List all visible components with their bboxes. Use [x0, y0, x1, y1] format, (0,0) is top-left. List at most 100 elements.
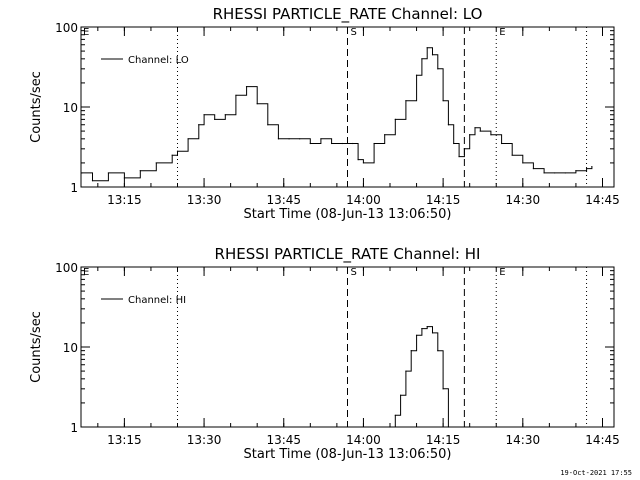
x-tick-label: 14:30	[506, 433, 541, 447]
x-tick-label: 14:00	[346, 193, 381, 207]
data-point	[245, 85, 248, 88]
data-point	[543, 172, 545, 174]
data-point	[469, 134, 471, 136]
data-point	[362, 162, 365, 164]
y-tick-label: 100	[55, 21, 78, 35]
data-point	[288, 138, 290, 140]
data-point	[81, 172, 83, 174]
data-point	[176, 150, 179, 152]
data-point	[187, 138, 189, 140]
data-point	[490, 134, 492, 136]
event-marker-label: S	[351, 27, 357, 38]
x-tick-label: 13:45	[266, 433, 301, 447]
data-point	[394, 118, 396, 120]
data-point	[320, 138, 322, 140]
data-point	[522, 162, 524, 164]
data-point	[256, 103, 258, 105]
data-point	[575, 170, 577, 172]
data-point	[442, 100, 444, 102]
data-point	[426, 325, 428, 328]
data-point	[139, 170, 141, 172]
data-point	[532, 167, 535, 170]
x-tick-label: 14:45	[585, 193, 620, 207]
chart-title: RHESSI PARTICLE_RATE Channel: LO	[213, 5, 483, 24]
data-point	[235, 94, 237, 96]
x-axis-label: Start Time (08-Jun-13 13:06:50)	[244, 207, 452, 222]
data-point	[564, 172, 566, 174]
data-point	[389, 426, 391, 428]
data-point	[198, 124, 200, 126]
data-point	[357, 159, 359, 161]
data-point	[431, 54, 434, 56]
data-point	[458, 155, 460, 158]
data-point	[463, 148, 465, 150]
x-tick-label: 14:00	[346, 433, 381, 447]
data-point	[405, 370, 407, 372]
data-point	[554, 172, 556, 174]
data-point	[400, 394, 402, 396]
y-tick-label: 1	[70, 181, 78, 195]
y-axis-label: Counts/sec	[29, 71, 44, 143]
event-marker-label: S	[351, 267, 357, 278]
data-point	[421, 58, 423, 60]
data-point	[309, 142, 311, 145]
data-point	[405, 100, 407, 102]
event-marker-label: E	[499, 27, 505, 38]
data-point	[410, 350, 412, 352]
corner-label: E	[83, 27, 89, 38]
series-line	[390, 326, 449, 428]
data-point	[474, 127, 476, 129]
plot-timestamp: 19-Oct-2021 17:55	[560, 469, 632, 477]
chart-panel-2: RHESSI PARTICLE_RATE Channel: HI 1 10 100 13…	[29, 245, 620, 462]
data-point	[224, 114, 226, 116]
data-point	[394, 414, 396, 416]
data-point	[426, 47, 428, 49]
data-point	[442, 388, 444, 390]
data-point	[214, 118, 216, 120]
data-point	[447, 426, 450, 428]
data-point	[155, 162, 157, 164]
x-tick-label: 13:30	[187, 193, 222, 207]
event-marker-label: E	[499, 267, 505, 278]
y-tick-label: 10	[63, 101, 78, 115]
data-point	[421, 327, 423, 330]
chart-title: RHESSI PARTICLE_RATE Channel: HI	[215, 245, 481, 264]
data-point	[415, 74, 418, 76]
data-point	[107, 172, 110, 174]
x-axis-label: Start Time (08-Jun-13 13:06:50)	[244, 447, 452, 462]
data-point	[277, 138, 280, 140]
data-point	[123, 177, 125, 179]
x-tick-label: 13:15	[107, 433, 142, 447]
y-tick-label: 1	[70, 421, 78, 435]
x-tick-label: 14:15	[426, 193, 461, 207]
data-point	[500, 142, 503, 145]
data-point	[267, 124, 269, 126]
x-tick-label: 14:15	[426, 433, 461, 447]
data-point	[437, 68, 439, 70]
series-line	[81, 47, 593, 182]
data-point	[585, 167, 588, 170]
x-tick-label: 14:45	[585, 433, 620, 447]
corner-label: E	[83, 267, 89, 278]
legend-label: Channel: LO	[128, 55, 189, 66]
data-point	[384, 134, 386, 136]
data-point	[447, 124, 450, 126]
data-point	[203, 114, 205, 116]
data-point	[373, 142, 375, 145]
data-point	[453, 142, 455, 145]
x-tick-label: 13:30	[187, 433, 222, 447]
data-point	[591, 165, 593, 168]
data-point	[330, 142, 333, 145]
data-point	[341, 142, 343, 145]
data-point	[415, 334, 418, 336]
y-axis-label: Counts/sec	[29, 311, 44, 383]
y-tick-label: 10	[63, 341, 78, 355]
data-point	[171, 154, 173, 156]
data-point	[437, 350, 439, 352]
x-tick-label: 14:30	[506, 193, 541, 207]
data-point	[299, 138, 301, 140]
legend-label: Channel: HI	[128, 295, 186, 306]
data-point	[352, 142, 354, 145]
chart-panel-1: RHESSI PARTICLE_RATE Channel: LO 1 10 100 13…	[29, 5, 620, 222]
y-tick-label: 100	[55, 261, 78, 275]
